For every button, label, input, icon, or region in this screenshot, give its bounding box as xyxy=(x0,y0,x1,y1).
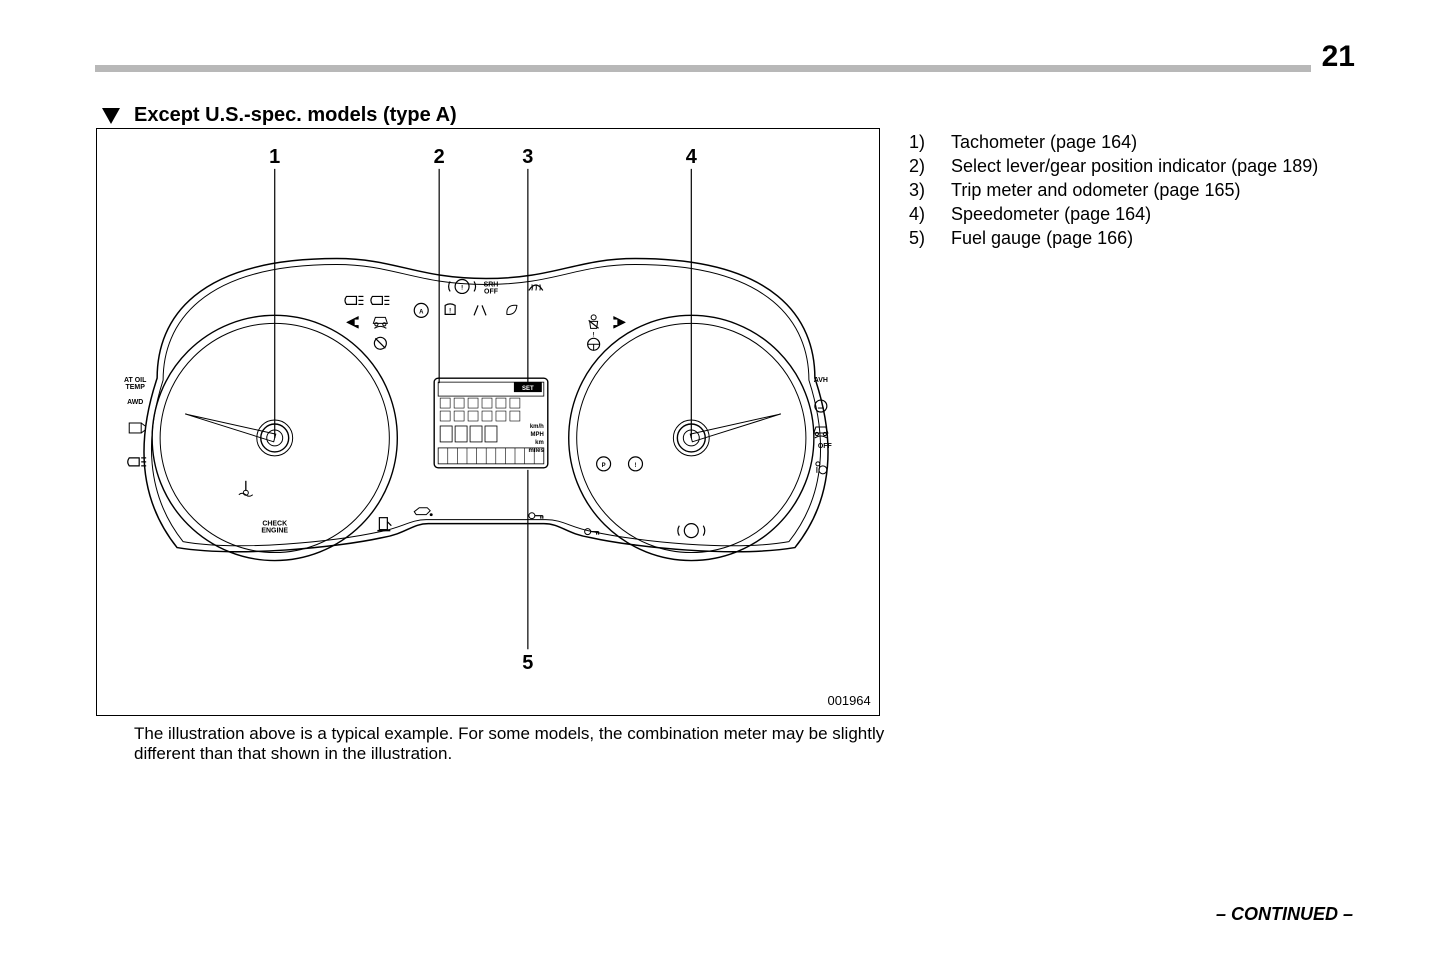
svg-text:MPH: MPH xyxy=(531,432,544,438)
top-ornament: 21 xyxy=(95,58,1357,88)
cluster-housing-inner xyxy=(151,265,820,546)
chevron-down-icon xyxy=(102,108,120,124)
callout-number: 3 xyxy=(522,146,533,168)
svg-text:miles: miles xyxy=(529,448,545,454)
svg-text:CHECKENGINE: CHECKENGINE xyxy=(261,521,288,535)
top-rule xyxy=(95,65,1357,72)
page-number: 21 xyxy=(1311,29,1357,84)
section-heading-row: Except U.S.-spec. models (type A) xyxy=(102,104,457,127)
svg-text:SRHOFF: SRHOFF xyxy=(484,281,499,295)
svg-text:P: P xyxy=(602,463,606,469)
manual-page: 21 Except U.S.-spec. models (type A) SET… xyxy=(0,0,1445,963)
svg-text:AWD: AWD xyxy=(127,399,143,406)
svg-text:km/h: km/h xyxy=(530,424,544,430)
legend-item: Select lever/gear position indicator (pa… xyxy=(951,156,1335,178)
cluster-housing-outer xyxy=(144,259,828,552)
svg-text:OFF: OFF xyxy=(818,443,832,450)
figure-illustration-panel: SET km/h MPH km miles! SRHOFF A! CHECKENGINE AT … xyxy=(96,128,880,716)
svg-text:AVH: AVH xyxy=(814,377,828,384)
callout-number: 4 xyxy=(686,146,697,168)
callout-number: 5 xyxy=(522,652,533,674)
legend-item: Speedometer (page 164) xyxy=(951,204,1335,226)
svg-text:A: A xyxy=(419,309,424,315)
section-heading: Except U.S.-spec. models (type A) xyxy=(134,104,457,127)
svg-text:!: ! xyxy=(449,308,451,314)
legend-item: Trip meter and odometer (page 165) xyxy=(951,180,1335,202)
legend-list: Tachometer (page 164)Select lever/gear p… xyxy=(905,132,1335,252)
figure-note: The illustration above is a typical exam… xyxy=(134,724,886,764)
svg-text:km: km xyxy=(535,440,544,446)
svg-text:!: ! xyxy=(634,463,636,469)
callout-number: 2 xyxy=(434,146,445,168)
svg-text:!: ! xyxy=(593,332,595,338)
svg-text:!: ! xyxy=(461,285,463,291)
svg-text:SET: SET xyxy=(522,386,534,392)
callout-number: 1 xyxy=(269,146,280,168)
figure-id: 001964 xyxy=(828,693,871,708)
continued-footer: – CONTINUED – xyxy=(1216,904,1353,925)
legend-item: Tachometer (page 164) xyxy=(951,132,1335,154)
legend-item: Fuel gauge (page 166) xyxy=(951,228,1335,250)
combination-meter-svg: SET km/h MPH km miles! SRHOFF A! CHECKENGINE AT … xyxy=(97,129,879,715)
svg-text:AT OILTEMP: AT OILTEMP xyxy=(124,377,147,391)
